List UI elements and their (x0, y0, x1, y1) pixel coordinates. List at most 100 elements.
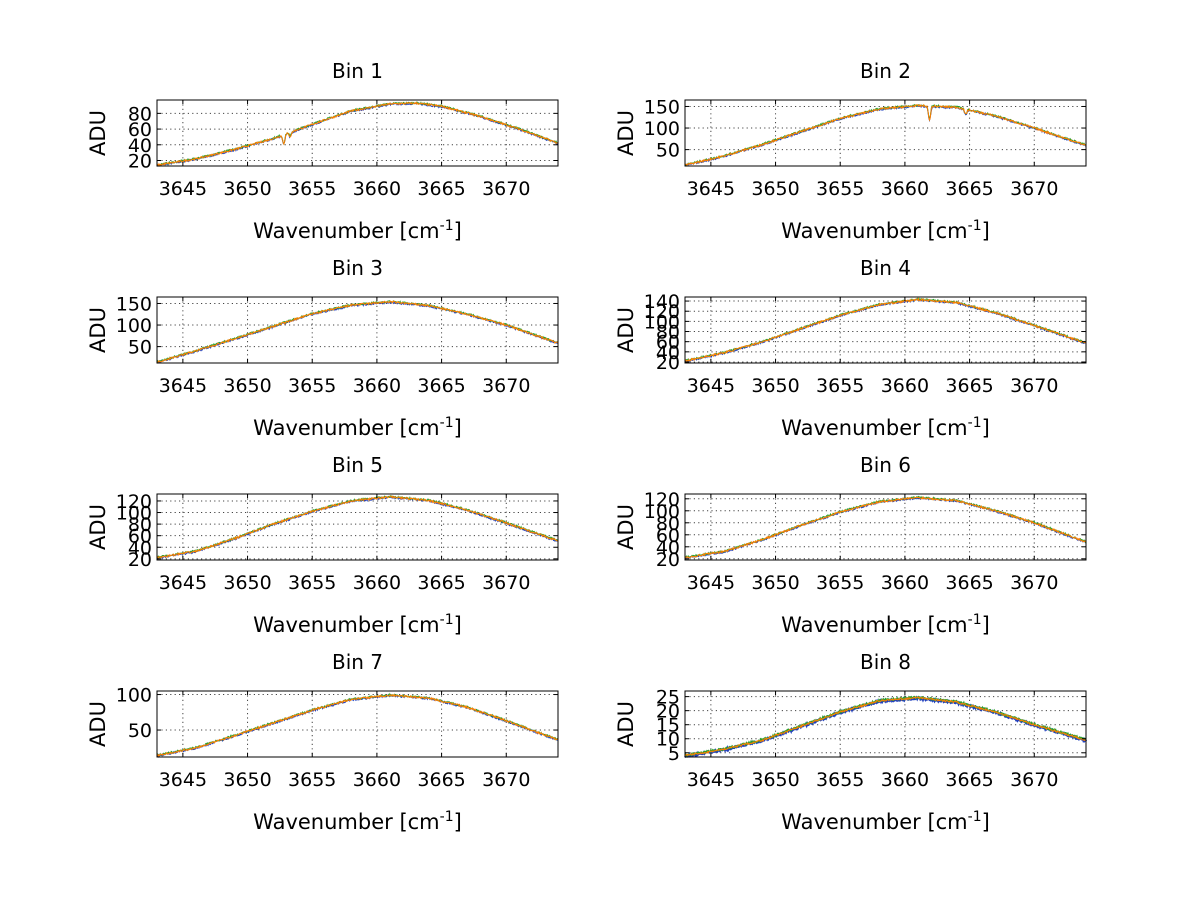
x-tick-label: 3650 (751, 769, 799, 791)
spectrum-line-2 (156, 101, 559, 167)
spectrum-line-1 (684, 496, 1087, 559)
x-tick-label: 3660 (881, 769, 929, 791)
spectrum-line-3 (684, 297, 1087, 362)
spectrum-line-2 (684, 103, 1087, 166)
x-tick-label: 3655 (288, 572, 336, 594)
plot-frame (684, 99, 1087, 167)
x-tick-label: 3650 (223, 375, 271, 397)
x-axis-label-sup: -1 (440, 612, 454, 628)
spectrum-line-3 (156, 693, 559, 758)
spectrum-line-1 (156, 102, 559, 167)
y-tick-label: 140 (644, 291, 680, 313)
x-tick-label: 3655 (288, 769, 336, 791)
spectrum-line-2 (684, 297, 1087, 362)
spectrum-line-2 (156, 692, 559, 757)
spectrum-line-1 (684, 104, 1087, 167)
x-axis-label: Wavenumber [cm-1] (781, 218, 990, 243)
x-tick-label: 3665 (945, 178, 993, 200)
plot-frame (156, 99, 559, 167)
spectrum-line-2 (684, 495, 1087, 558)
x-axis-label-main: Wavenumber [cm (781, 810, 967, 834)
spectrum-line-3 (684, 103, 1087, 167)
x-axis-label-sup: -1 (968, 218, 982, 234)
x-axis-label-main: Wavenumber [cm (253, 810, 439, 834)
x-tick-label: 3655 (288, 375, 336, 397)
spectrum-line-1 (684, 695, 1088, 759)
x-axis-label-main: Wavenumber [cm (781, 613, 967, 637)
y-tick-label: 20 (128, 151, 152, 173)
y-axis-label: ADU (614, 504, 638, 550)
x-axis-label-tail: ] (982, 613, 990, 637)
y-tick-label: 80 (656, 322, 680, 344)
plot-frame (684, 690, 1087, 758)
plot-frame (156, 493, 559, 561)
y-tick-label: 100 (116, 503, 152, 525)
x-tick-label: 3670 (1010, 769, 1058, 791)
spectrum-line-3 (156, 300, 559, 364)
x-axis-label-tail: ] (454, 416, 462, 440)
x-axis-label-main: Wavenumber [cm (253, 219, 439, 243)
plot-frame (684, 493, 1087, 561)
y-tick-label: 80 (128, 514, 152, 536)
x-axis-label: Wavenumber [cm-1] (781, 809, 990, 834)
y-tick-label: 60 (656, 332, 680, 354)
y-tick-label: 100 (644, 118, 680, 140)
x-tick-label: 3655 (816, 572, 864, 594)
y-tick-label: 40 (656, 537, 680, 559)
x-axis-label-tail: ] (454, 219, 462, 243)
y-tick-label: 120 (644, 301, 680, 323)
subplot-7: Bin 7 3645 3650 3655 3660 3665 3670 50 100 ADU Wav… (86, 650, 559, 834)
subplot-6: Bin 6 3645 3650 3655 3660 3665 3670 20406080100… (614, 453, 1087, 637)
subplot-4: Bin 4 3645 3650 3655 3660 3665 3670 20406080100… (614, 256, 1087, 440)
x-axis-label-main: Wavenumber [cm (781, 416, 967, 440)
y-axis-label: ADU (614, 307, 638, 353)
x-tick-label: 3665 (417, 769, 465, 791)
x-tick-label: 3670 (482, 178, 530, 200)
subplot-title: Bin 6 (860, 453, 911, 477)
x-tick-label: 3645 (687, 769, 735, 791)
y-tick-label: 120 (116, 491, 152, 513)
y-tick-label: 20 (656, 701, 680, 723)
x-tick-label: 3660 (353, 178, 401, 200)
x-tick-label: 3665 (945, 572, 993, 594)
y-tick-label: 50 (128, 720, 152, 742)
x-tick-label: 3665 (945, 769, 993, 791)
x-axis-label: Wavenumber [cm-1] (253, 809, 462, 834)
x-axis-label-main: Wavenumber [cm (781, 219, 967, 243)
x-tick-label: 3650 (751, 375, 799, 397)
x-tick-label: 3645 (159, 572, 207, 594)
x-tick-label: 3655 (288, 178, 336, 200)
x-tick-label: 3660 (881, 572, 929, 594)
y-tick-label: 50 (128, 337, 152, 359)
y-axis-label: ADU (86, 504, 110, 550)
x-axis-label: Wavenumber [cm-1] (253, 415, 462, 440)
x-tick-label: 3650 (223, 572, 271, 594)
x-tick-label: 3650 (223, 178, 271, 200)
x-tick-label: 3645 (159, 769, 207, 791)
y-tick-label: 120 (644, 489, 680, 511)
y-tick-label: 10 (656, 729, 680, 751)
x-axis-label-tail: ] (454, 613, 462, 637)
x-tick-label: 3670 (1010, 572, 1058, 594)
x-tick-label: 3645 (159, 375, 207, 397)
x-axis-label: Wavenumber [cm-1] (253, 218, 462, 243)
x-tick-label: 3645 (159, 178, 207, 200)
spectrum-line-3 (684, 496, 1087, 559)
y-axis-label: ADU (86, 110, 110, 156)
y-tick-label: 40 (128, 135, 152, 157)
x-axis-label-main: Wavenumber [cm (253, 416, 439, 440)
y-tick-label: 100 (644, 311, 680, 333)
x-tick-label: 3665 (945, 375, 993, 397)
x-tick-label: 3660 (353, 769, 401, 791)
y-tick-label: 5 (668, 743, 680, 765)
x-axis-label-sup: -1 (440, 415, 454, 431)
y-tick-label: 20 (656, 352, 680, 374)
y-axis-label: ADU (614, 701, 638, 747)
plot-frame (684, 296, 1087, 364)
y-tick-label: 40 (656, 342, 680, 364)
y-axis-label: ADU (614, 110, 638, 156)
